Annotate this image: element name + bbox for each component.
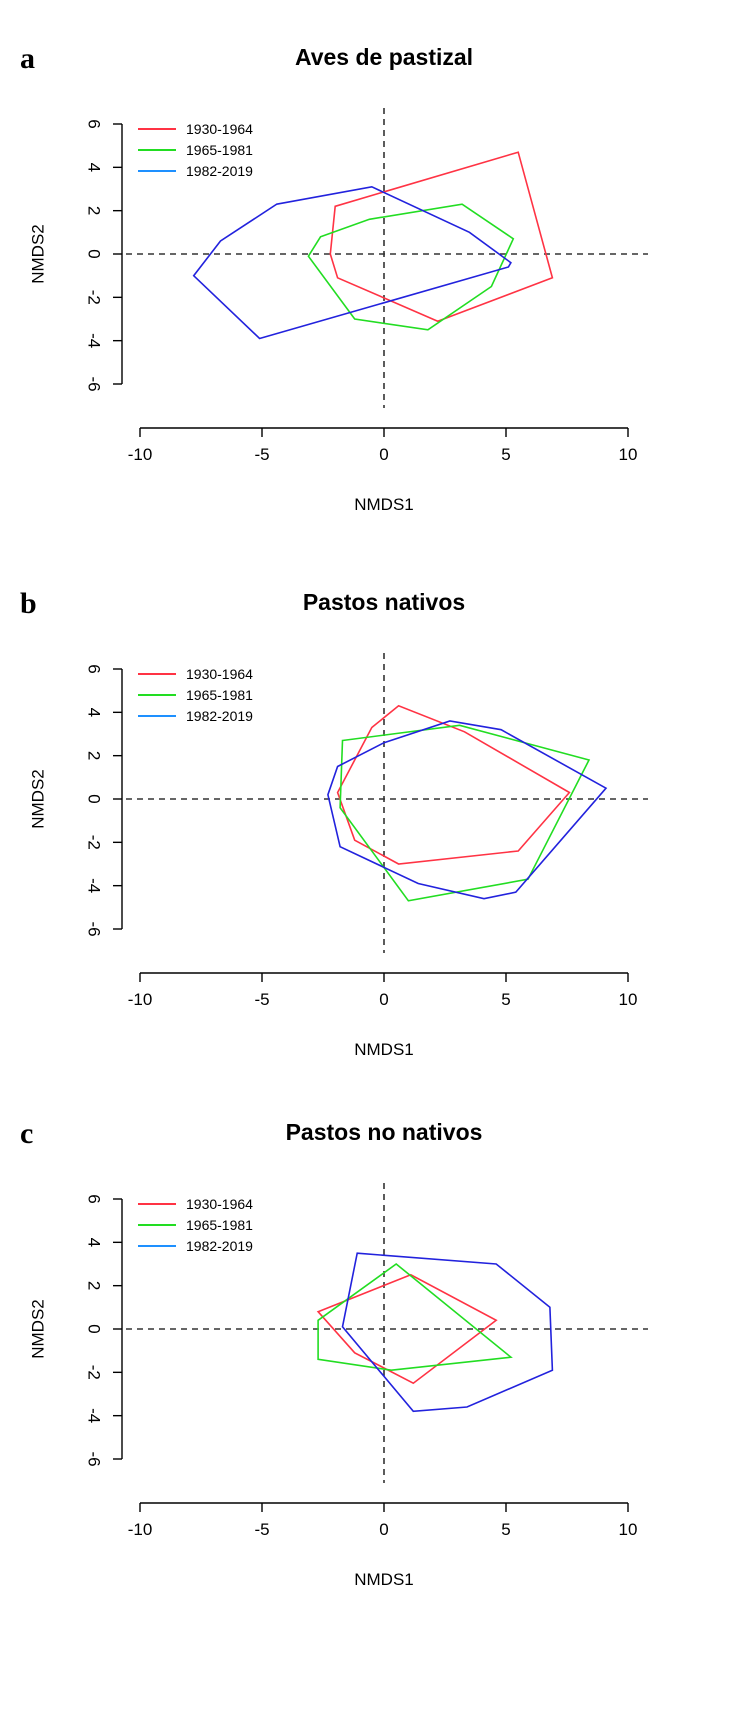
chart-svg: a Aves de pastizal -10 -5 0 5 10 NMDS1 -6 -4 -2 0 2 4…: [20, 42, 648, 514]
hull-1930-1964: [329, 151, 554, 323]
chart-panel-a: a Aves de pastizal -10 -5 0 5 10 NMDS1 -6 -4 -2 0 2 4…: [0, 0, 737, 545]
x-tick-label: 5: [501, 1520, 510, 1539]
y-tick-label: 2: [85, 751, 104, 760]
y-axis-title: NMDS2: [29, 1299, 48, 1359]
panel-letter: c: [20, 1117, 33, 1150]
legend-label: 1965-1981: [186, 687, 253, 703]
x-tick-label: 10: [619, 1520, 638, 1539]
hull-1965-1981: [307, 203, 515, 331]
y-tick-label: -4: [85, 333, 104, 348]
y-tick-label: 0: [85, 794, 104, 803]
x-tick-label: -5: [254, 445, 269, 464]
legend-label: 1965-1981: [186, 142, 253, 158]
legend-label: 1930-1964: [186, 666, 253, 682]
hull-1930-1964: [316, 1273, 498, 1385]
chart-svg: b Pastos nativos -10 -5 0 5 10 NMDS1 -6 -4 -2 0 2 4 6 N…: [20, 587, 648, 1059]
legend-label: 1982-2019: [186, 163, 253, 179]
y-tick-label: 2: [85, 206, 104, 215]
x-tick-label: -5: [254, 1520, 269, 1539]
y-tick-label: -2: [85, 835, 104, 850]
chart-panel-b: b Pastos nativos -10 -5 0 5 10 NMDS1 -6 -4 -2 0 2 4 6 N…: [0, 545, 737, 1090]
x-tick-label: 5: [501, 990, 510, 1009]
chart-panel-c: c Pastos no nativos -10 -5 0 5 10 NMDS1 -6 -4 -2 0 2…: [0, 1075, 737, 1620]
x-tick-label: 10: [619, 990, 638, 1009]
y-tick-label: -4: [85, 878, 104, 893]
legend-label: 1930-1964: [186, 1196, 253, 1212]
x-tick-label: -10: [128, 990, 153, 1009]
hull-1965-1981: [317, 1262, 513, 1372]
x-tick-label: 10: [619, 445, 638, 464]
y-axis-title: NMDS2: [29, 769, 48, 829]
chart-title: Pastos nativos: [303, 589, 465, 615]
x-tick-label: -10: [128, 445, 153, 464]
y-tick-label: 4: [85, 1238, 104, 1247]
chart-svg: c Pastos no nativos -10 -5 0 5 10 NMDS1 -6 -4 -2 0 2…: [20, 1117, 648, 1589]
legend-label: 1982-2019: [186, 1238, 253, 1254]
x-axis-title: NMDS1: [354, 1570, 414, 1589]
x-tick-label: 0: [379, 445, 388, 464]
legend-label: 1965-1981: [186, 1217, 253, 1233]
y-tick-label: 2: [85, 1281, 104, 1290]
y-tick-label: -4: [85, 1408, 104, 1423]
legend-label: 1930-1964: [186, 121, 253, 137]
chart-title: Aves de pastizal: [295, 44, 473, 70]
x-tick-label: -10: [128, 1520, 153, 1539]
legend-label: 1982-2019: [186, 708, 253, 724]
x-tick-label: 5: [501, 445, 510, 464]
hull-1982-2019: [192, 185, 512, 340]
x-tick-label: 0: [379, 1520, 388, 1539]
hull-1982-2019: [341, 1252, 554, 1413]
y-tick-label: 0: [85, 249, 104, 258]
chart-title: Pastos no nativos: [286, 1119, 483, 1145]
y-tick-label: 6: [85, 664, 104, 673]
y-tick-label: -2: [85, 290, 104, 305]
y-axis-title: NMDS2: [29, 224, 48, 284]
y-tick-label: 4: [85, 163, 104, 172]
y-tick-label: -6: [85, 1451, 104, 1466]
x-axis-title: NMDS1: [354, 495, 414, 514]
panel-letter: b: [20, 587, 37, 620]
x-axis-title: NMDS1: [354, 1040, 414, 1059]
y-tick-label: 0: [85, 1324, 104, 1333]
hull-1930-1964: [336, 704, 571, 865]
y-tick-label: 6: [85, 1194, 104, 1203]
panel-letter: a: [20, 42, 35, 75]
x-tick-label: -5: [254, 990, 269, 1009]
y-tick-label: -2: [85, 1365, 104, 1380]
y-tick-label: -6: [85, 376, 104, 391]
x-tick-label: 0: [379, 990, 388, 1009]
y-tick-label: 4: [85, 708, 104, 717]
hull-1982-2019: [327, 720, 608, 900]
y-tick-label: -6: [85, 921, 104, 936]
y-tick-label: 6: [85, 119, 104, 128]
